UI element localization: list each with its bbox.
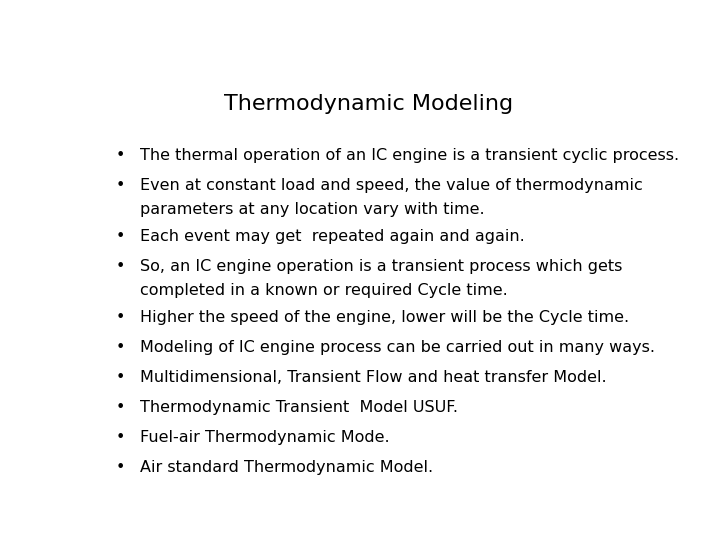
Text: •: • <box>116 310 125 325</box>
Text: Higher the speed of the engine, lower will be the Cycle time.: Higher the speed of the engine, lower wi… <box>140 310 629 325</box>
Text: Fuel-air Thermodynamic Mode.: Fuel-air Thermodynamic Mode. <box>140 430 390 445</box>
Text: The thermal operation of an IC engine is a transient cyclic process.: The thermal operation of an IC engine is… <box>140 148 680 163</box>
Text: So, an IC engine operation is a transient process which gets: So, an IC engine operation is a transien… <box>140 259 623 274</box>
Text: •: • <box>116 370 125 385</box>
Text: Air standard Thermodynamic Model.: Air standard Thermodynamic Model. <box>140 460 433 475</box>
Text: •: • <box>116 178 125 193</box>
Text: •: • <box>116 400 125 415</box>
Text: •: • <box>116 430 125 445</box>
Text: •: • <box>116 148 125 163</box>
Text: •: • <box>116 340 125 355</box>
Text: completed in a known or required Cycle time.: completed in a known or required Cycle t… <box>140 283 508 298</box>
Text: Even at constant load and speed, the value of thermodynamic: Even at constant load and speed, the val… <box>140 178 643 193</box>
Text: •: • <box>116 229 125 244</box>
Text: Modeling of IC engine process can be carried out in many ways.: Modeling of IC engine process can be car… <box>140 340 655 355</box>
Text: •: • <box>116 460 125 475</box>
Text: parameters at any location vary with time.: parameters at any location vary with tim… <box>140 202 485 217</box>
Text: Thermodynamic Transient  Model USUF.: Thermodynamic Transient Model USUF. <box>140 400 458 415</box>
Text: Multidimensional, Transient Flow and heat transfer Model.: Multidimensional, Transient Flow and hea… <box>140 370 607 385</box>
Text: Each event may get  repeated again and again.: Each event may get repeated again and ag… <box>140 229 525 244</box>
Text: Thermodynamic Modeling: Thermodynamic Modeling <box>225 94 513 114</box>
Text: •: • <box>116 259 125 274</box>
